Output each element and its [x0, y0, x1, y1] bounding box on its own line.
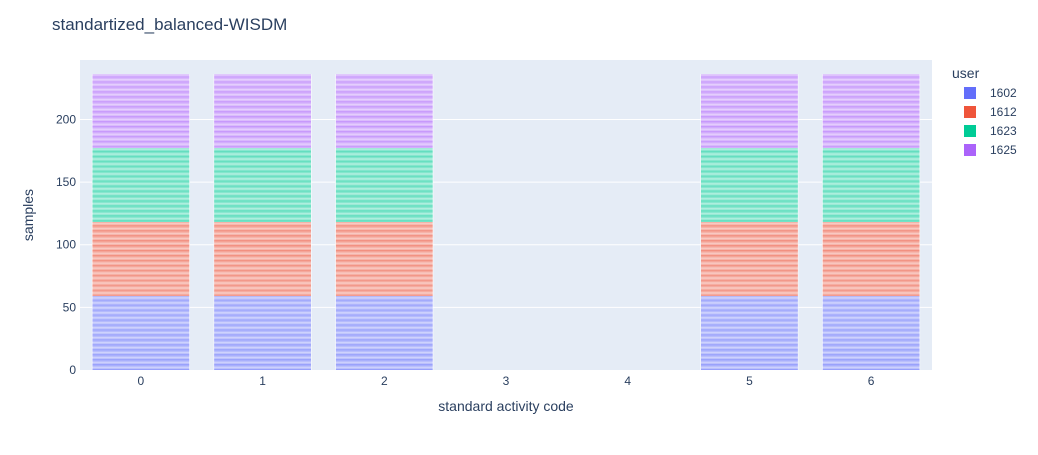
x-tick-label: 0 [138, 374, 145, 388]
legend-label: 1602 [990, 86, 1017, 100]
plot-area [80, 60, 932, 370]
bar-segment-1-1612 [213, 221, 312, 297]
bar-slice [700, 74, 799, 76]
x-tick-label: 2 [381, 374, 388, 388]
bar-slice [213, 74, 312, 76]
x-tick-label: 6 [868, 374, 875, 388]
bar-segment-5-1623 [700, 148, 799, 223]
legend: user 1602 1612 1623 1625 [952, 65, 1017, 157]
legend-items: 1602 1612 1623 1625 [964, 86, 1017, 157]
y-tick-label: 0 [69, 363, 76, 377]
bar-segment-0-1625 [91, 74, 190, 149]
x-axis-ticks: 0 1 2 3 4 5 6 [138, 374, 875, 388]
bar-segment-0-1602 [91, 295, 190, 371]
y-axis-title: samples [20, 189, 36, 241]
bar-segment-5-1625 [700, 74, 799, 149]
legend-label: 1625 [990, 143, 1017, 157]
bar-slice [335, 74, 434, 76]
bar-slice [822, 74, 921, 76]
y-axis-ticks: 0 50 100 150 200 [56, 112, 76, 377]
bar-segment-0-1623 [91, 148, 190, 223]
legend-swatch [964, 87, 976, 99]
bar-segment-1-1625 [213, 74, 312, 149]
legend-swatch [964, 125, 976, 137]
x-tick-label: 3 [503, 374, 510, 388]
legend-swatch [964, 144, 976, 156]
y-tick-label: 200 [56, 112, 76, 126]
legend-title: user [952, 65, 980, 81]
bar-segment-6-1625 [822, 74, 921, 149]
bar-segment-6-1623 [822, 148, 921, 223]
legend-swatch [964, 106, 976, 118]
chart-title: standartized_balanced-WISDM [52, 15, 287, 34]
legend-item-1623[interactable]: 1623 [964, 124, 1017, 138]
bars [91, 74, 921, 371]
legend-item-1602[interactable]: 1602 [964, 86, 1017, 100]
x-tick-label: 1 [259, 374, 266, 388]
y-tick-label: 150 [56, 175, 76, 189]
bar-segment-2-1602 [335, 295, 434, 371]
bar-segment-5-1602 [700, 295, 799, 371]
y-tick-label: 50 [63, 300, 77, 314]
legend-item-1612[interactable]: 1612 [964, 105, 1017, 119]
bar-segment-2-1625 [335, 74, 434, 149]
legend-label: 1612 [990, 105, 1017, 119]
bar-segment-1-1602 [213, 295, 312, 371]
bar-segment-2-1612 [335, 221, 434, 297]
legend-item-1625[interactable]: 1625 [964, 143, 1017, 157]
bar-segment-5-1612 [700, 221, 799, 297]
bar-segment-0-1612 [91, 221, 190, 297]
bar-segment-6-1602 [822, 295, 921, 371]
y-tick-label: 100 [56, 238, 76, 252]
x-tick-label: 4 [624, 374, 631, 388]
legend-label: 1623 [990, 124, 1017, 138]
bar-segment-1-1623 [213, 148, 312, 223]
x-axis-title: standard activity code [438, 398, 574, 414]
x-tick-label: 5 [746, 374, 753, 388]
bar-segment-6-1612 [822, 221, 921, 297]
bar-segment-2-1623 [335, 148, 434, 223]
bar-slice [91, 74, 190, 76]
